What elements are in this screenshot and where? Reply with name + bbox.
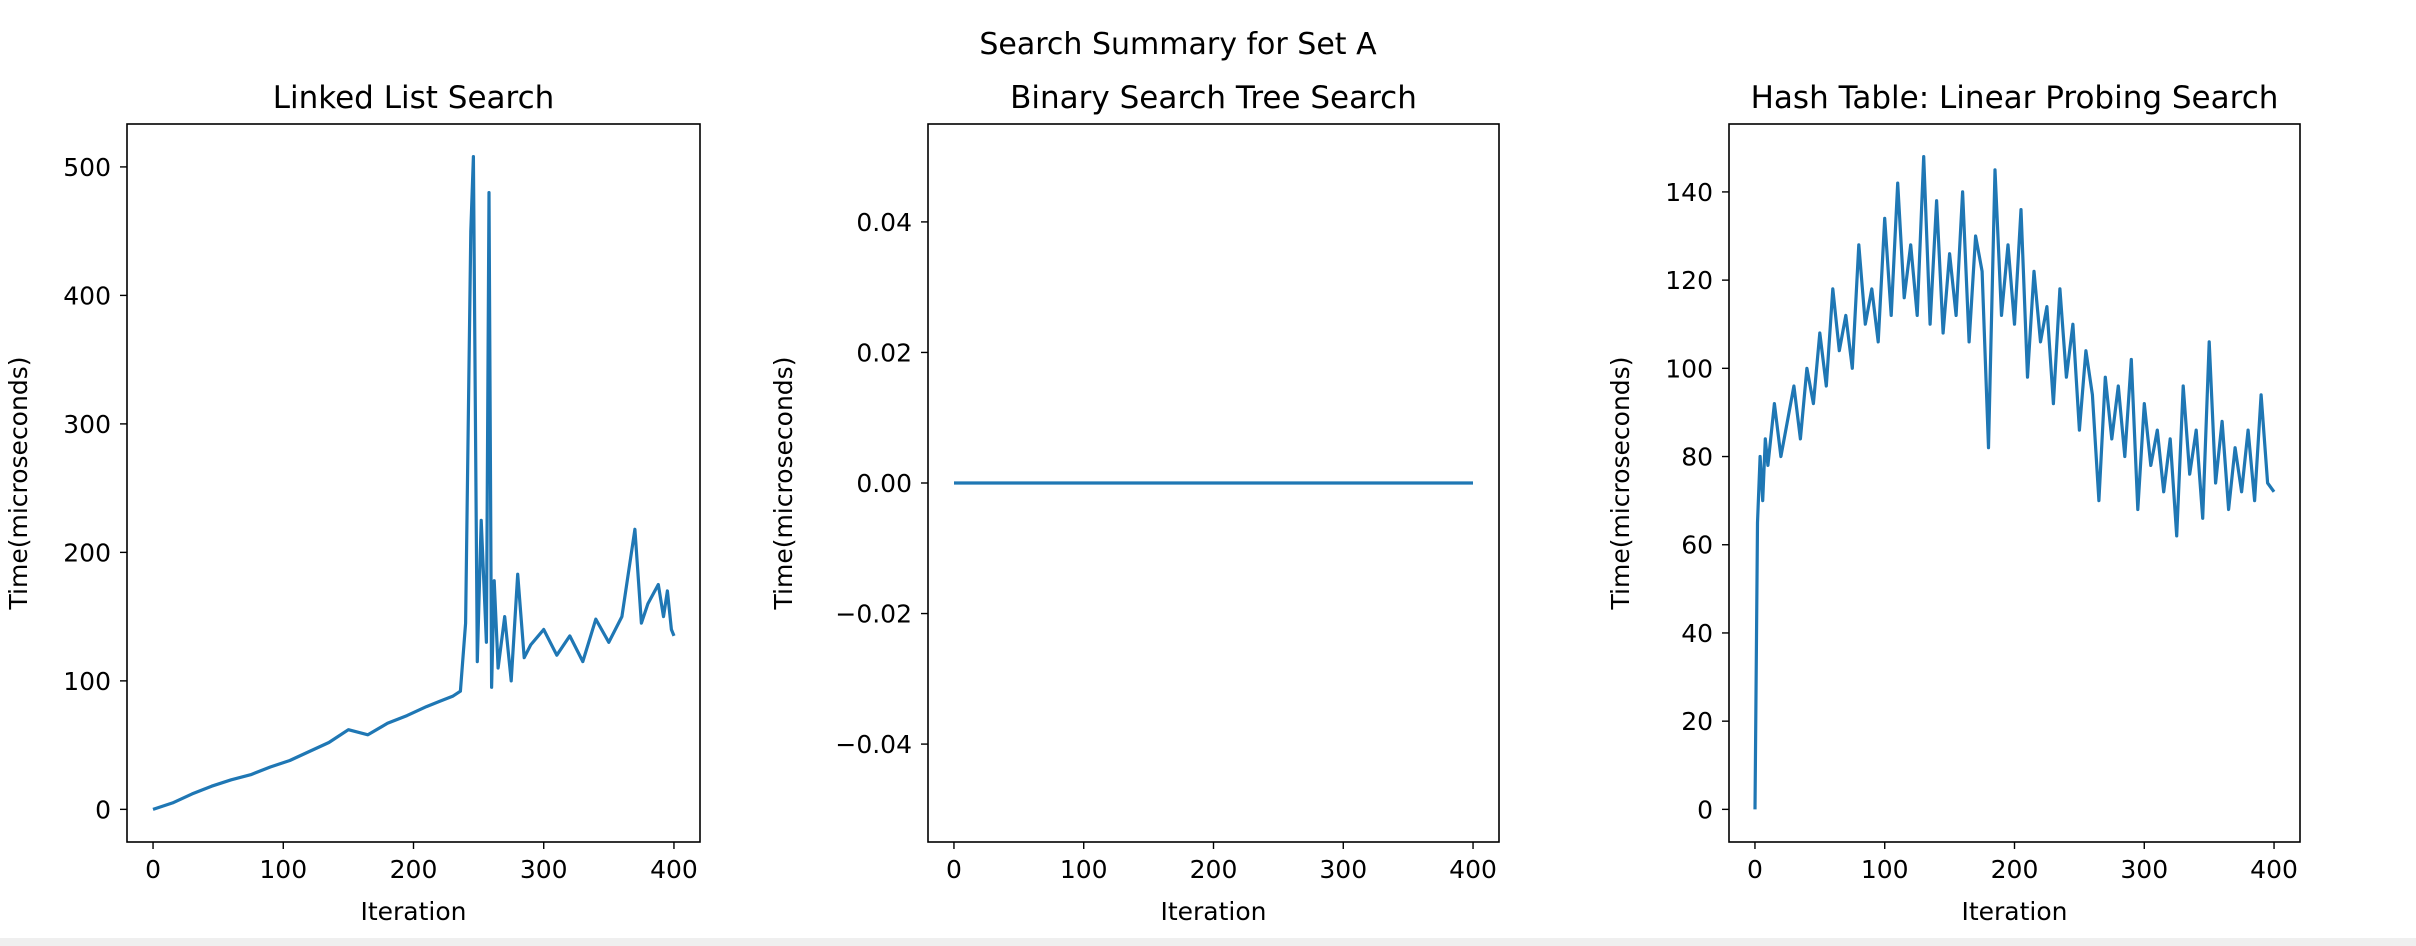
y-tick-label: 80 (1681, 443, 1713, 472)
x-tick-label: 200 (1991, 855, 2039, 884)
y-tick-label: 200 (63, 538, 111, 567)
y-tick-label: 60 (1681, 531, 1713, 560)
subplot-title: Linked List Search (273, 80, 555, 116)
y-tick-label: 40 (1681, 619, 1713, 648)
y-tick-label: 100 (63, 667, 111, 696)
x-tick-label: 200 (390, 855, 438, 884)
x-tick-label: 300 (520, 855, 568, 884)
x-axis-label: Iteration (360, 897, 466, 926)
subplot-title: Binary Search Tree Search (1010, 80, 1417, 116)
y-tick-label: 0.00 (856, 469, 912, 498)
axes-frame (126, 123, 701, 843)
subplot-title: Hash Table: Linear Probing Search (1751, 80, 2279, 116)
y-tick-label: −0.02 (835, 600, 912, 629)
y-tick-label: −0.04 (835, 730, 912, 759)
y-tick-label: 120 (1665, 266, 1713, 295)
y-tick-label: 140 (1665, 178, 1713, 207)
y-tick-label: 400 (63, 281, 111, 310)
y-axis-label: Time(microseconds) (4, 357, 33, 611)
x-tick-label: 0 (946, 855, 962, 884)
x-tick-label: 300 (2120, 855, 2168, 884)
x-tick-label: 100 (259, 855, 307, 884)
y-tick-label: 300 (63, 410, 111, 439)
y-axis-label: Time(microseconds) (1606, 357, 1635, 611)
y-tick-label: 500 (63, 153, 111, 182)
x-tick-label: 300 (1319, 855, 1367, 884)
y-axis-label: Time(microseconds) (769, 357, 798, 611)
x-tick-label: 200 (1190, 855, 1238, 884)
y-tick-label: 0.02 (856, 338, 912, 367)
x-tick-label: 100 (1861, 855, 1909, 884)
y-tick-label: 20 (1681, 707, 1713, 736)
y-tick-label: 100 (1665, 354, 1713, 383)
x-tick-label: 0 (145, 855, 161, 884)
bottom-strip (0, 938, 2416, 946)
y-tick-label: 0 (1697, 795, 1713, 824)
subplot-1: Linked List Search 0 100 200 300 400 0 100 200 30… (4, 80, 701, 926)
x-tick-label: 400 (1449, 855, 1497, 884)
y-tick-label: 0 (95, 795, 111, 824)
x-tick-label: 0 (1747, 855, 1763, 884)
series-line (152, 155, 676, 811)
y-tick-label: 0.04 (856, 208, 912, 237)
x-tick-label: 100 (1060, 855, 1108, 884)
x-tick-label: 400 (2250, 855, 2298, 884)
x-tick-label: 400 (650, 855, 698, 884)
x-axis-label: Iteration (1961, 897, 2067, 926)
subplot-2: Binary Search Tree Search 0 100 200 300 400 −0… (769, 80, 1500, 926)
x-axis-label: Iteration (1160, 897, 1266, 926)
figure-suptitle: Search Summary for Set A (979, 27, 1377, 62)
series-line (1753, 155, 2276, 810)
